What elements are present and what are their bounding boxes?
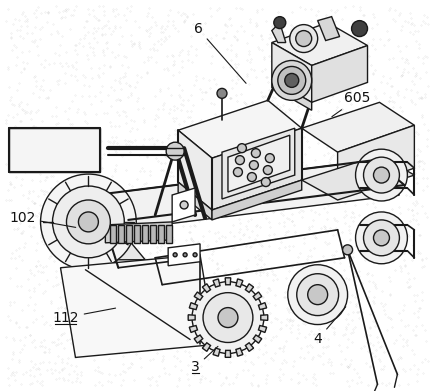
Polygon shape (166, 225, 172, 243)
Polygon shape (118, 225, 124, 243)
Polygon shape (212, 128, 302, 210)
Polygon shape (222, 128, 295, 199)
Circle shape (364, 157, 399, 193)
Polygon shape (188, 315, 195, 320)
Circle shape (274, 16, 286, 29)
Circle shape (308, 285, 328, 305)
Polygon shape (225, 350, 231, 358)
Circle shape (180, 201, 188, 209)
Circle shape (166, 142, 184, 160)
Circle shape (193, 253, 197, 257)
Circle shape (272, 60, 312, 100)
Text: 102: 102 (10, 211, 76, 227)
Polygon shape (236, 279, 243, 287)
Circle shape (203, 293, 253, 343)
Polygon shape (158, 225, 164, 243)
Polygon shape (142, 225, 148, 243)
Polygon shape (253, 292, 262, 300)
Polygon shape (259, 325, 266, 332)
Circle shape (296, 31, 312, 47)
Circle shape (352, 21, 368, 36)
Circle shape (40, 174, 136, 270)
Polygon shape (172, 188, 195, 222)
Polygon shape (213, 348, 220, 356)
Polygon shape (318, 16, 340, 40)
Polygon shape (150, 225, 156, 243)
Circle shape (247, 172, 256, 181)
Text: 6: 6 (194, 22, 246, 83)
Polygon shape (228, 135, 290, 192)
Polygon shape (261, 315, 268, 320)
Polygon shape (236, 348, 243, 356)
Polygon shape (338, 125, 414, 195)
Text: 605: 605 (332, 91, 371, 117)
Polygon shape (302, 155, 414, 200)
Circle shape (66, 200, 110, 244)
Polygon shape (245, 343, 253, 351)
Polygon shape (302, 102, 414, 152)
Polygon shape (202, 343, 210, 351)
Circle shape (297, 274, 339, 316)
Circle shape (173, 253, 177, 257)
Circle shape (235, 156, 244, 165)
Polygon shape (126, 225, 132, 243)
Polygon shape (178, 100, 302, 158)
Text: 4: 4 (313, 307, 346, 347)
Circle shape (53, 186, 124, 258)
Polygon shape (272, 23, 286, 43)
Polygon shape (202, 284, 210, 292)
Polygon shape (110, 225, 116, 243)
Polygon shape (194, 335, 203, 343)
Polygon shape (189, 325, 197, 332)
Circle shape (79, 212, 99, 232)
Circle shape (288, 265, 348, 325)
Circle shape (233, 168, 243, 176)
Polygon shape (213, 279, 220, 287)
Circle shape (342, 245, 352, 255)
Polygon shape (178, 130, 212, 210)
Circle shape (374, 230, 389, 246)
Polygon shape (259, 303, 266, 310)
Polygon shape (134, 225, 140, 243)
Polygon shape (189, 303, 197, 310)
Circle shape (285, 73, 299, 87)
Polygon shape (178, 182, 212, 220)
Circle shape (251, 149, 260, 158)
Polygon shape (60, 255, 215, 358)
Circle shape (261, 178, 270, 187)
Polygon shape (245, 284, 253, 292)
Text: 3: 3 (191, 347, 218, 374)
Polygon shape (312, 45, 368, 102)
Polygon shape (253, 335, 262, 343)
Circle shape (355, 149, 408, 201)
Circle shape (192, 282, 264, 354)
Polygon shape (194, 292, 203, 300)
Circle shape (364, 220, 399, 256)
Circle shape (250, 161, 258, 170)
Circle shape (237, 144, 247, 152)
Polygon shape (272, 43, 312, 102)
Circle shape (290, 25, 318, 53)
Circle shape (217, 88, 227, 98)
Polygon shape (9, 128, 100, 172)
Circle shape (374, 167, 389, 183)
Polygon shape (95, 195, 145, 260)
Polygon shape (168, 244, 200, 266)
Text: 112: 112 (52, 308, 115, 325)
Polygon shape (272, 23, 368, 65)
Circle shape (183, 253, 187, 257)
Polygon shape (272, 80, 312, 110)
Polygon shape (212, 180, 302, 220)
Polygon shape (225, 278, 231, 285)
Polygon shape (105, 222, 172, 243)
Circle shape (278, 67, 306, 94)
Circle shape (265, 154, 274, 163)
Polygon shape (95, 160, 399, 230)
Circle shape (355, 212, 408, 264)
Circle shape (218, 308, 238, 328)
Circle shape (263, 165, 272, 174)
